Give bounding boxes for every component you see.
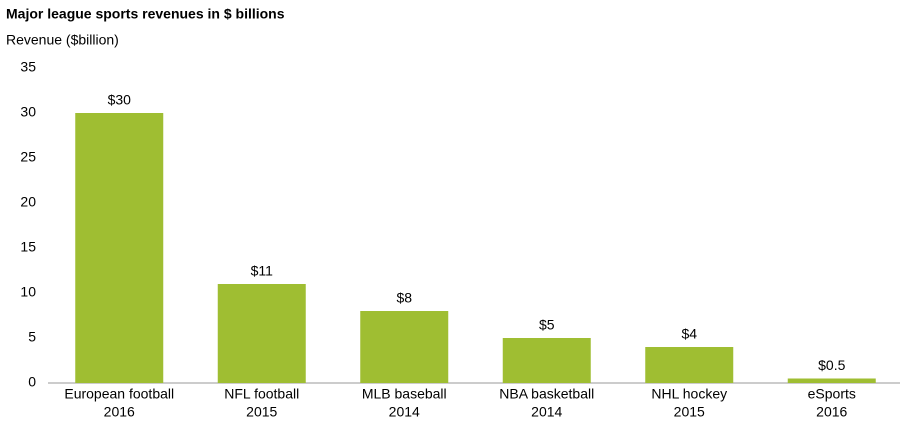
y-tick-label: 35: [20, 59, 36, 75]
x-tick-label: 2015: [674, 404, 705, 420]
value-label: $30: [108, 92, 132, 108]
y-tick-label: 10: [20, 284, 36, 300]
value-label: $8: [396, 290, 412, 306]
x-tick-label: 2016: [816, 404, 847, 420]
y-tick-label: 15: [20, 239, 36, 255]
y-tick-label: 25: [20, 149, 36, 165]
value-label: $0.5: [818, 357, 845, 373]
bar: [217, 284, 306, 383]
value-label: $5: [539, 317, 555, 333]
bar: [360, 311, 449, 383]
x-tick-label: 2014: [389, 404, 420, 420]
x-tick-label: eSports: [808, 386, 856, 402]
value-label: $4: [681, 326, 697, 342]
x-tick-label: NHL hockey: [651, 386, 727, 402]
bar: [645, 347, 734, 383]
x-tick-label: European football: [64, 386, 174, 402]
x-tick-label: NBA basketball: [499, 386, 594, 402]
y-axis-label: Revenue ($billion): [6, 32, 119, 48]
bar: [787, 378, 876, 383]
x-tick-label: 2015: [246, 404, 277, 420]
y-tick-label: 30: [20, 104, 36, 120]
y-tick-label: 20: [20, 194, 36, 210]
x-tick-label: MLB baseball: [362, 386, 447, 402]
x-tick-label: NFL football: [224, 386, 299, 402]
value-label: $11: [251, 263, 274, 279]
chart-title: Major league sports revenues in $ billio…: [6, 6, 285, 22]
y-tick-label: 5: [28, 329, 36, 345]
y-tick-label: 0: [28, 374, 36, 390]
bar: [75, 113, 164, 383]
x-tick-label: 2016: [104, 404, 135, 420]
bar: [502, 338, 591, 383]
x-tick-label: 2014: [531, 404, 562, 420]
